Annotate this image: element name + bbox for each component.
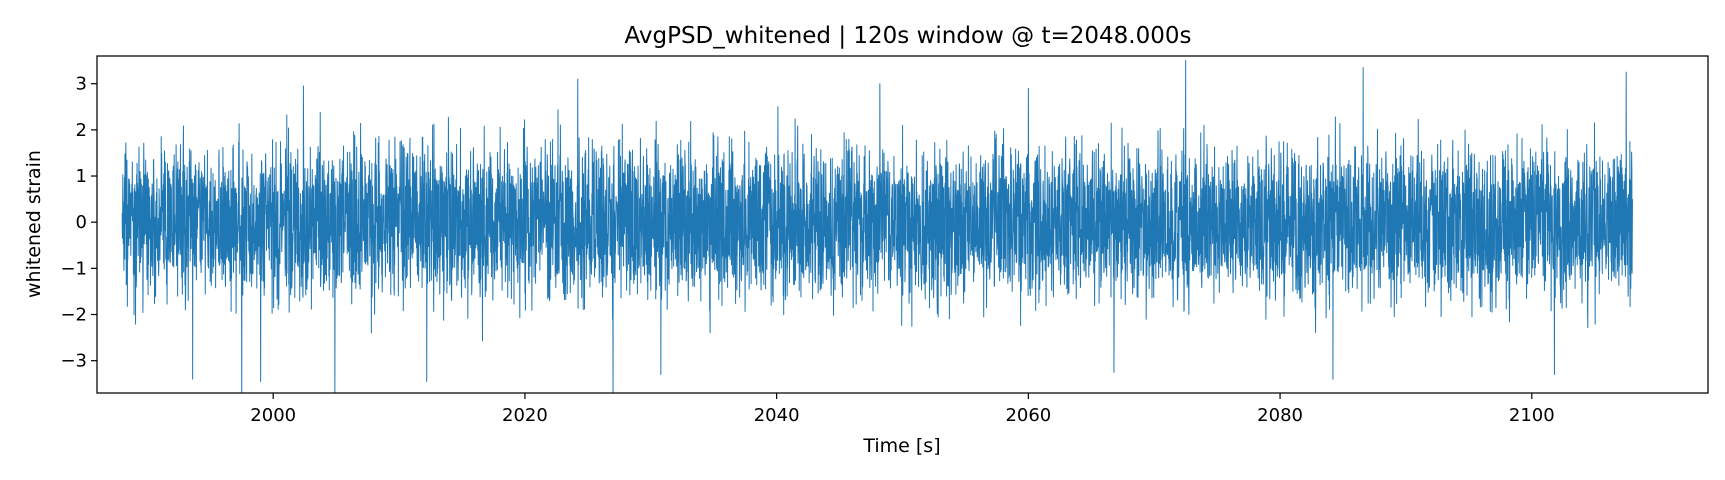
y-tick-label: 2 xyxy=(76,120,87,141)
y-tick-label: −1 xyxy=(60,258,87,279)
y-tick-label: 3 xyxy=(76,74,87,95)
x-axis-label: Time [s] xyxy=(862,435,940,457)
plot-area xyxy=(96,55,1709,394)
y-tick-label: 1 xyxy=(76,166,87,187)
chart-title: AvgPSD_whitened | 120s window @ t=2048.0… xyxy=(624,23,1191,49)
x-tick-label: 2040 xyxy=(754,405,800,426)
strain-series xyxy=(121,60,1633,393)
y-tick-label: −3 xyxy=(60,351,87,372)
x-tick-label: 2100 xyxy=(1509,405,1555,426)
y-tick-label: 0 xyxy=(76,212,87,233)
y-axis-label: whitened strain xyxy=(23,150,45,298)
x-tick-label: 2060 xyxy=(1005,405,1051,426)
x-tick-label: 2000 xyxy=(250,405,296,426)
x-tick-label: 2080 xyxy=(1257,405,1303,426)
x-axis: 2000 2020 2040 2060 2080 2100 xyxy=(250,393,1555,426)
y-tick-label: −2 xyxy=(60,305,87,326)
x-tick-label: 2020 xyxy=(502,405,548,426)
plot-frame xyxy=(96,55,1709,394)
y-axis: −3 −2 −1 0 1 2 3 xyxy=(60,74,97,372)
series-line xyxy=(121,60,1633,393)
